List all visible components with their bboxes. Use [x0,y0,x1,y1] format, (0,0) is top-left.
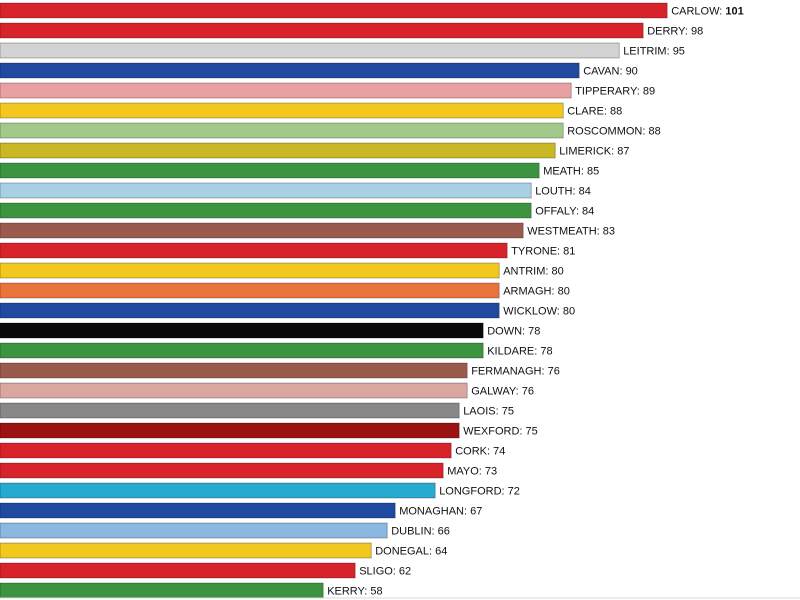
bar-label-limerick: LIMERICK: 87 [559,146,629,158]
bar-label-cork: CORK: 74 [455,446,505,458]
labels-group: CARLOW: 101 DERRY: 98 LEITRIM: 95 CAVAN: 90… [327,6,744,598]
bar-label-tipperary: TIPPERARY: 89 [575,86,655,98]
bar-label-antrim: ANTRIM: 80 [503,266,564,278]
bar-label-wicklow: WICKLOW: 80 [503,306,575,318]
bar-label-offaly: OFFALY: 84 [535,206,594,218]
bar-label-sligo: SLIGO: 62 [359,566,411,578]
bar-dublin [0,522,388,539]
bar-label-monaghan: MONAGHAN: 67 [399,506,482,518]
bar-label-clare: CLARE: 88 [567,106,622,118]
bar-label-dublin: DUBLIN: 66 [391,526,450,538]
bar-label-armagh: ARMAGH: 80 [503,286,570,298]
bar-kildare [0,342,484,359]
bar-label-down: DOWN: 78 [487,326,540,338]
bar-wicklow [0,302,500,319]
bar-label-laois: LAOIS: 75 [463,406,514,418]
bar-armagh [0,282,500,299]
bar-label-westmeath: WESTMEATH: 83 [527,226,615,238]
bar-label-galway: GALWAY: 76 [471,386,534,398]
bar-tyrone [0,242,508,259]
bars-group [0,2,668,599]
bar-down [0,322,484,339]
bar-label-fermanagh: FERMANAGH: 76 [471,366,560,378]
bar-cavan [0,62,580,79]
bar-label-carlow: CARLOW: 101 [671,6,744,18]
bar-carlow [0,2,668,19]
bar-wexford [0,422,460,439]
bar-antrim [0,262,500,279]
bar-laois [0,402,460,419]
bar-label-mayo: MAYO: 73 [447,466,497,478]
bar-monaghan [0,502,396,519]
bar-longford [0,482,436,499]
bar-label-cavan: CAVAN: 90 [583,66,638,78]
bar-offaly [0,202,532,219]
bar-label-longford: LONGFORD: 72 [439,486,520,498]
bar-limerick [0,142,556,159]
bar-westmeath [0,222,524,239]
bar-derry [0,22,644,39]
bar-label-kildare: KILDARE: 78 [487,346,552,358]
bar-louth [0,182,532,199]
bar-clare [0,102,564,119]
bar-label-derry: DERRY: 98 [647,26,703,38]
bar-roscommon [0,122,564,139]
bar-label-tyrone: TYRONE: 81 [511,246,575,258]
bar-label-kerry: KERRY: 58 [327,586,382,598]
bar-label-leitrim: LEITRIM: 95 [623,46,685,58]
bar-label-roscommon: ROSCOMMON: 88 [567,126,661,138]
bar-kerry [0,582,324,599]
bar-label-donegal: DONEGAL: 64 [375,546,447,558]
bar-leitrim [0,42,620,59]
bar-mayo [0,462,444,479]
bar-meath [0,162,540,179]
bar-sligo [0,562,356,579]
bar-label-meath: MEATH: 85 [543,166,599,178]
bar-galway [0,382,468,399]
bar-donegal [0,542,372,559]
bar-label-wexford: WEXFORD: 75 [463,426,538,438]
bar-fermanagh [0,362,468,379]
bar-label-louth: LOUTH: 84 [535,186,591,198]
bar-cork [0,442,452,459]
bar-tipperary [0,82,572,99]
